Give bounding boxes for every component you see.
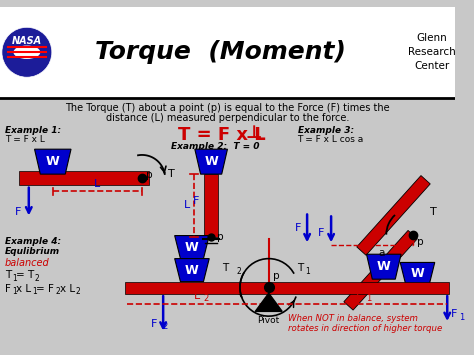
Text: = F: = F	[36, 284, 55, 294]
FancyBboxPatch shape	[125, 282, 449, 294]
FancyBboxPatch shape	[204, 174, 218, 236]
FancyBboxPatch shape	[19, 171, 149, 185]
Text: W: W	[377, 260, 391, 273]
Text: F: F	[151, 319, 157, 329]
Polygon shape	[175, 236, 209, 258]
Text: W: W	[185, 264, 199, 277]
Text: 1: 1	[365, 294, 371, 303]
Text: T: T	[222, 263, 228, 273]
Text: Torque  (Moment): Torque (Moment)	[95, 40, 346, 64]
Text: The Torque (T) about a point (p) is equal to the Force (F) times the: The Torque (T) about a point (p) is equa…	[65, 103, 390, 113]
Polygon shape	[357, 176, 430, 255]
Text: Example 2:  T = 0: Example 2: T = 0	[171, 142, 259, 151]
Text: T: T	[298, 263, 304, 273]
Text: F: F	[5, 284, 11, 294]
Text: 2: 2	[203, 294, 209, 303]
Text: 1: 1	[459, 313, 464, 322]
Text: 2: 2	[76, 288, 81, 296]
Text: Example 3:: Example 3:	[298, 126, 354, 135]
Text: When NOT in balance, system: When NOT in balance, system	[288, 314, 418, 323]
FancyBboxPatch shape	[0, 7, 455, 98]
Text: Example 1:: Example 1:	[5, 126, 61, 135]
Text: Glenn
Research
Center: Glenn Research Center	[408, 33, 456, 71]
Polygon shape	[195, 149, 228, 174]
Text: L: L	[184, 200, 190, 210]
Polygon shape	[175, 258, 209, 282]
Text: T = F x L: T = F x L	[5, 135, 45, 144]
Text: Example 4:: Example 4:	[5, 237, 61, 246]
Text: F: F	[295, 223, 301, 233]
Text: F: F	[451, 309, 457, 319]
Polygon shape	[344, 230, 417, 310]
Text: T: T	[430, 207, 437, 217]
Text: x L: x L	[60, 284, 74, 294]
Text: 2: 2	[55, 288, 60, 296]
Polygon shape	[400, 262, 435, 285]
Text: L: L	[94, 179, 100, 189]
Text: W: W	[185, 241, 199, 253]
Text: T = F x L: T = F x L	[178, 126, 265, 144]
Circle shape	[2, 27, 52, 77]
Text: p: p	[417, 236, 423, 246]
Text: a: a	[379, 248, 385, 258]
Text: p: p	[146, 170, 153, 180]
Text: W: W	[204, 155, 218, 168]
Polygon shape	[255, 293, 282, 311]
Text: W: W	[410, 267, 424, 280]
Text: Equlibrium: Equlibrium	[5, 247, 60, 256]
Text: L: L	[356, 291, 362, 301]
Text: 2: 2	[35, 274, 39, 283]
Text: Pivot: Pivot	[257, 316, 280, 325]
Text: NASA: NASA	[12, 36, 42, 46]
Polygon shape	[366, 254, 401, 279]
Text: 1: 1	[12, 288, 17, 296]
Ellipse shape	[13, 45, 40, 59]
Text: F: F	[193, 196, 200, 206]
Text: 1: 1	[33, 288, 37, 296]
Text: ⊥: ⊥	[246, 124, 262, 142]
Text: T = F x L cos a: T = F x L cos a	[298, 135, 364, 144]
Text: F: F	[318, 228, 324, 238]
Text: p: p	[273, 271, 279, 281]
Text: balanced: balanced	[5, 258, 50, 268]
Text: T: T	[5, 270, 11, 280]
Text: F: F	[15, 207, 21, 217]
Text: x L: x L	[16, 284, 31, 294]
Text: W: W	[46, 155, 60, 168]
Text: 1: 1	[305, 267, 310, 275]
Text: p: p	[217, 231, 224, 241]
Text: T: T	[168, 169, 174, 179]
Polygon shape	[35, 149, 71, 174]
Text: 1: 1	[12, 274, 17, 283]
Text: distance (L) measured perpendicular to the force.: distance (L) measured perpendicular to t…	[106, 113, 349, 123]
Text: L: L	[402, 199, 408, 209]
Text: 2: 2	[162, 322, 167, 331]
Text: = T: = T	[16, 270, 35, 280]
Text: 2: 2	[236, 267, 241, 275]
Text: L: L	[193, 291, 200, 301]
Text: rotates in direction of higher torque: rotates in direction of higher torque	[288, 324, 442, 333]
